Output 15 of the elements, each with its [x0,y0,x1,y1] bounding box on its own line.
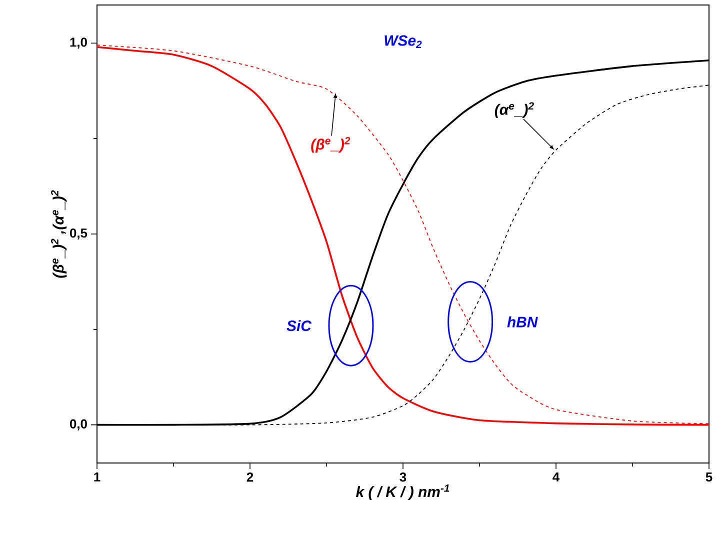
x-axis-title: k ( / K / ) nm$^{-1}$ [356,484,450,500]
annotation: (β$^{e}$_)$^{2}$ [311,136,350,153]
x-tick-label: 1 [94,472,100,482]
y-axis-title: (β$^{e}$_)$^{2}$ ,(α$^{e}$_)$^{2}$ [51,190,67,278]
y-tick-label: 0,5 [70,228,88,240]
x-tick-label: 5 [706,472,712,482]
x-tick-label: 3 [400,472,406,482]
y-tick-label: 0,0 [70,419,87,430]
annotation: hBN [507,316,538,328]
annotation: WSe$_{2}$ [384,35,422,48]
annotation: (α$^{e}$_)$^{2}$ [494,102,534,118]
y-tick-label: 1,0 [70,38,87,49]
x-tick-label: 2 [246,472,254,482]
annotation: SiC [286,320,312,332]
x-tick-label: 4 [552,472,560,482]
